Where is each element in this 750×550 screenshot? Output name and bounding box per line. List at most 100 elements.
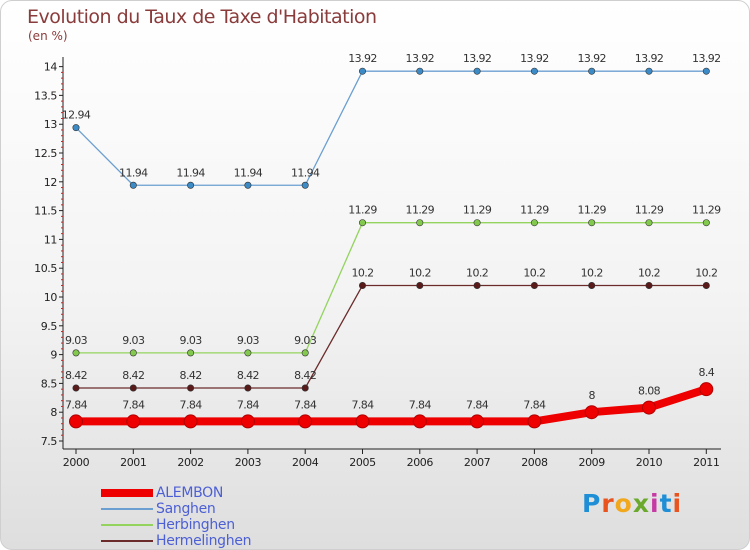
data-point-alembon — [240, 414, 255, 429]
data-point-sanghen — [244, 181, 252, 189]
data-label-alembon: 7.84 — [65, 398, 88, 411]
brand-logo: Proxiti — [582, 489, 682, 518]
y-tick-label: 7.5 — [41, 435, 58, 448]
data-point-alembon — [69, 414, 83, 429]
series-line-hermelinghen — [75, 284, 707, 389]
data-point-hermelinghen — [358, 281, 366, 289]
data-point-sanghen — [129, 181, 137, 189]
data-label-herbinghen: 9.03 — [180, 334, 203, 347]
legend-label-herbinghen: Herbinghen — [156, 517, 235, 533]
data-label-hermelinghen: 8.42 — [65, 369, 87, 382]
data-point-hermelinghen — [702, 281, 710, 289]
data-label-hermelinghen: 8.42 — [122, 369, 144, 382]
data-point-alembon — [183, 414, 198, 429]
data-label-hermelinghen: 10.2 — [581, 266, 603, 279]
y-tick-label: 9.5 — [41, 320, 58, 333]
y-tick-label: 14 — [44, 61, 58, 74]
data-point-sanghen — [301, 181, 309, 189]
data-label-hermelinghen: 8.42 — [180, 369, 202, 382]
data-label-sanghen: 13.92 — [520, 52, 549, 65]
logo-letter: o — [614, 489, 633, 518]
x-tick-label: 2000 — [63, 456, 90, 469]
data-point-sanghen — [473, 67, 481, 75]
data-label-herbinghen: 11.29 — [520, 204, 549, 217]
x-tick-label: 2001 — [120, 456, 146, 469]
chart-legend: ALEMBON Sanghen Herbinghen Hermelinghen — [101, 485, 252, 549]
data-point-herbinghen — [702, 219, 710, 227]
y-tick-label: 8.5 — [41, 377, 58, 390]
data-label-alembon: 7.84 — [237, 398, 260, 411]
data-point-alembon — [470, 414, 485, 429]
data-point-alembon — [584, 405, 599, 420]
data-point-sanghen — [588, 67, 596, 75]
data-point-alembon — [642, 400, 656, 415]
data-label-alembon: 7.84 — [122, 398, 145, 411]
legend-item-sanghen: Sanghen — [101, 501, 251, 517]
data-point-hermelinghen — [244, 384, 252, 392]
legend-label-alembon: ALEMBON — [156, 485, 224, 501]
data-label-sanghen: 13.92 — [348, 52, 377, 65]
data-label-herbinghen: 11.29 — [577, 204, 606, 217]
data-point-alembon — [355, 414, 370, 429]
legend-item-hermelinghen: Hermelinghen — [101, 533, 252, 549]
data-label-sanghen: 11.94 — [119, 166, 148, 179]
data-point-hermelinghen — [129, 384, 137, 392]
data-point-herbinghen — [416, 219, 424, 227]
data-label-sanghen: 11.94 — [234, 166, 263, 179]
data-label-sanghen: 13.92 — [577, 52, 606, 65]
data-point-herbinghen — [187, 349, 195, 357]
legend-item-alembon: ALEMBON — [101, 485, 251, 501]
x-tick-label: 2006 — [407, 456, 434, 469]
data-point-alembon — [126, 414, 141, 429]
x-tick-label: 2003 — [235, 456, 262, 469]
data-point-sanghen — [416, 67, 424, 75]
logo-letter: P — [582, 489, 602, 518]
data-label-sanghen: 13.92 — [692, 52, 721, 65]
data-point-sanghen — [358, 67, 366, 75]
y-tick-label: 12.5 — [34, 147, 57, 160]
y-tick-label: 13.5 — [34, 89, 57, 102]
data-label-hermelinghen: 8.42 — [237, 369, 259, 382]
data-label-alembon: 7.84 — [409, 398, 432, 411]
y-tick-label: 11 — [44, 233, 57, 246]
data-point-sanghen — [645, 67, 653, 75]
data-label-herbinghen: 11.29 — [635, 204, 664, 217]
y-tick-label: 10 — [44, 291, 58, 304]
data-label-sanghen: 11.94 — [176, 166, 205, 179]
y-tick-label: 12 — [44, 176, 57, 189]
legend-item-herbinghen: Herbinghen — [101, 517, 251, 533]
data-label-alembon: 7.84 — [351, 398, 374, 411]
legend-label-sanghen: Sanghen — [156, 501, 216, 517]
data-point-hermelinghen — [187, 384, 195, 392]
chart-title: Evolution du Taux de Taxe d'Habitation — [27, 6, 377, 28]
data-label-hermelinghen: 10.2 — [351, 266, 373, 279]
data-point-herbinghen — [530, 219, 538, 227]
data-label-alembon: 8.08 — [638, 385, 661, 398]
data-point-hermelinghen — [530, 281, 538, 289]
data-label-herbinghen: 9.03 — [65, 334, 88, 347]
data-point-herbinghen — [129, 349, 137, 357]
data-point-sanghen — [187, 181, 195, 189]
data-label-sanghen: 13.92 — [463, 52, 492, 65]
data-point-hermelinghen — [645, 281, 653, 289]
data-point-sanghen — [72, 124, 80, 132]
logo-letter: x — [632, 489, 650, 518]
data-label-herbinghen: 9.03 — [237, 334, 260, 347]
x-tick-label: 2009 — [578, 456, 605, 469]
data-label-hermelinghen: 10.2 — [523, 266, 545, 279]
data-point-alembon — [412, 414, 427, 429]
x-tick-label: 2007 — [464, 456, 491, 469]
y-tick-label: 13 — [44, 118, 58, 131]
data-label-herbinghen: 11.29 — [692, 204, 721, 217]
data-point-hermelinghen — [588, 281, 596, 289]
data-label-alembon: 7.84 — [180, 398, 203, 411]
data-point-herbinghen — [244, 349, 252, 357]
data-point-hermelinghen — [416, 281, 424, 289]
data-label-alembon: 7.84 — [294, 398, 317, 411]
data-label-sanghen: 12.94 — [62, 109, 91, 122]
x-tick-label: 2002 — [177, 456, 203, 469]
data-label-alembon: 8 — [588, 389, 595, 402]
logo-letter: t — [659, 489, 673, 518]
